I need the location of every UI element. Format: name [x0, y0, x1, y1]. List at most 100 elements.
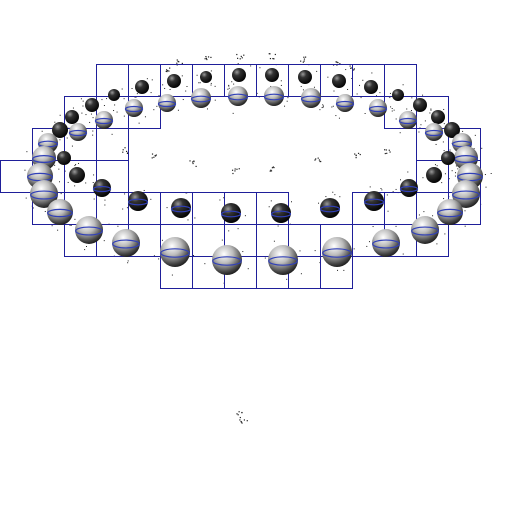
noise-speck: [243, 419, 245, 421]
noise-speck: [369, 186, 371, 188]
sphere-band: [127, 198, 149, 206]
noise-speck: [59, 139, 61, 141]
sphere: [364, 80, 378, 94]
noise-speck: [241, 57, 243, 59]
noise-speck: [92, 117, 94, 119]
noise-speck: [219, 199, 221, 201]
noise-speck: [181, 75, 183, 77]
sphere: [93, 179, 111, 197]
sphere-band: [268, 256, 298, 266]
noise-speck: [74, 185, 76, 187]
sphere: [425, 123, 443, 141]
noise-speck: [442, 141, 444, 143]
sphere: [301, 88, 321, 108]
sphere: [392, 89, 404, 101]
noise-speck: [231, 81, 233, 83]
noise-speck: [304, 56, 307, 58]
noise-speck: [372, 226, 374, 228]
noise-speck: [26, 151, 28, 153]
sphere: [232, 68, 246, 82]
noise-speck: [299, 250, 301, 252]
noise-speck: [353, 69, 355, 71]
noise-speck: [185, 90, 187, 92]
noise-speck: [381, 189, 383, 191]
noise-speck: [54, 164, 56, 166]
noise-speck: [406, 108, 408, 110]
sphere: [212, 245, 242, 275]
noise-speck: [236, 413, 238, 415]
noise-speck: [332, 105, 334, 107]
noise-speck: [82, 100, 84, 102]
noise-speck: [196, 74, 198, 76]
sphere: [108, 89, 120, 101]
noise-speck: [231, 169, 234, 171]
noise-speck: [423, 211, 425, 213]
noise-speck: [25, 197, 27, 199]
noise-speck: [300, 85, 302, 87]
noise-speck: [104, 199, 106, 201]
noise-speck: [334, 194, 336, 196]
noise-speck: [443, 123, 445, 125]
sphere-band: [363, 198, 385, 206]
noise-speck: [368, 241, 370, 243]
noise-speck: [473, 148, 475, 150]
noise-speck: [317, 157, 319, 159]
noise-speck: [399, 179, 401, 181]
sphere-band: [157, 100, 177, 108]
noise-speck: [407, 171, 409, 173]
noise-speck: [280, 84, 282, 86]
sphere: [336, 94, 354, 112]
noise-speck: [204, 58, 206, 60]
noise-speck: [337, 269, 339, 271]
noise-speck: [144, 116, 146, 118]
noise-speck: [384, 149, 386, 151]
noise-speck: [191, 161, 194, 163]
noise-speck: [227, 88, 229, 90]
noise-speck: [422, 94, 424, 96]
sphere: [452, 180, 480, 208]
noise-speck: [228, 84, 230, 86]
sphere: [400, 179, 418, 197]
noise-speck: [321, 107, 323, 109]
sphere: [158, 94, 176, 112]
noise-speck: [228, 87, 230, 89]
noise-speck: [335, 61, 337, 63]
noise-speck: [364, 113, 366, 115]
noise-speck: [206, 108, 208, 110]
noise-speck: [337, 61, 339, 64]
noise-speck: [402, 84, 404, 86]
noise-speck: [182, 99, 184, 101]
noise-speck: [146, 78, 148, 80]
noise-speck: [242, 251, 244, 253]
noise-speck: [264, 257, 266, 259]
noise-speck: [246, 420, 248, 422]
sphere-band: [227, 93, 249, 101]
noise-speck: [210, 84, 212, 86]
noise-speck: [232, 112, 234, 114]
noise-speck: [386, 194, 388, 196]
noise-speck: [165, 69, 168, 71]
sphere: [441, 151, 455, 165]
noise-speck: [284, 105, 286, 107]
noise-speck: [206, 58, 208, 61]
noise-speck: [357, 152, 360, 154]
noise-speck: [395, 118, 397, 120]
noise-speck: [153, 255, 155, 257]
noise-speck: [151, 157, 153, 159]
noise-speck: [198, 82, 200, 84]
noise-speck: [195, 165, 197, 168]
noise-speck: [210, 70, 212, 72]
noise-speck: [390, 106, 392, 108]
noise-speck: [123, 115, 125, 117]
sphere-band: [372, 239, 400, 249]
noise-speck: [193, 255, 195, 257]
noise-speck: [389, 97, 391, 99]
noise-speck: [430, 109, 432, 111]
noise-speck: [69, 224, 71, 226]
noise-speck: [59, 181, 61, 183]
noise-speck: [228, 85, 230, 87]
noise-speck: [168, 70, 170, 72]
noise-speck: [270, 200, 272, 202]
noise-speck: [272, 166, 274, 168]
noise-speck: [392, 191, 394, 193]
